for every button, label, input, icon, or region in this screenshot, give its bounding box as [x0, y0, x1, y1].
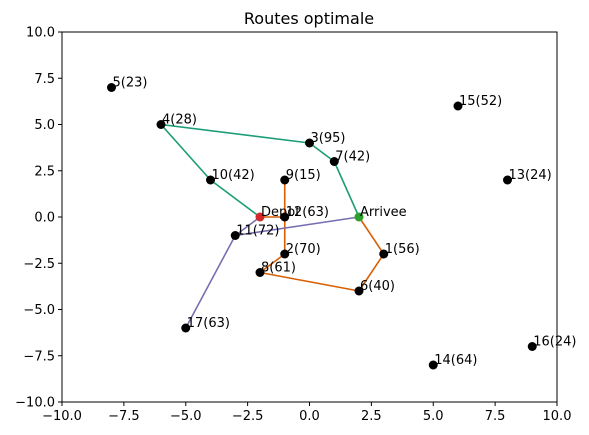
x-tick-label: 0.0 — [299, 409, 320, 424]
point-label: 16(24) — [533, 335, 576, 350]
point-label: 1(56) — [385, 242, 420, 257]
y-tick-label: 5.0 — [34, 118, 55, 133]
point-label: 7(42) — [335, 150, 370, 165]
y-tick-label: −2.5 — [23, 257, 55, 272]
data-point — [181, 323, 191, 333]
x-tick-label: −2.5 — [232, 409, 264, 424]
x-tick-label: 5.0 — [423, 409, 444, 424]
point-label: 14(64) — [434, 353, 477, 368]
y-tick-label: 7.5 — [34, 72, 55, 87]
data-point — [329, 157, 339, 166]
data-point — [280, 212, 290, 222]
x-tick-label: 10.0 — [543, 409, 572, 424]
point-label: 13(24) — [509, 168, 552, 183]
y-tick-label: −7.5 — [23, 349, 55, 364]
y-axis-ticks: −10.0 −7.5 −5.0 −2.5 0.0 2.5 5.0 7.5 10.0 — [15, 26, 62, 411]
y-tick-label: 0.0 — [34, 211, 55, 226]
x-tick-label: −5.0 — [170, 409, 202, 424]
point-label: 6(40) — [360, 279, 395, 294]
data-point — [206, 175, 215, 185]
data-point — [280, 175, 290, 185]
data-point — [503, 175, 512, 185]
y-tick-label: 10.0 — [26, 26, 55, 41]
data-point — [156, 120, 166, 129]
special-points — [255, 212, 364, 222]
x-tick-label: 7.5 — [485, 409, 506, 424]
point-label: 9(15) — [286, 168, 321, 183]
data-point — [107, 83, 116, 92]
y-tick-label: −10.0 — [15, 396, 55, 411]
data-point — [354, 286, 364, 296]
point-label: 2(70) — [286, 242, 321, 257]
y-tick-label: 2.5 — [34, 164, 55, 179]
point-label: 10(42) — [212, 168, 255, 183]
arrival-label: Arrivee — [360, 205, 407, 220]
point-label: 17(63) — [187, 316, 230, 331]
point-labels: 5(23) 4(28) 3(95) 7(42) 15(52) 13(24) 10(42) 9(… — [113, 76, 577, 369]
route-line-1 — [160, 123, 360, 218]
point-label: 11(72) — [236, 224, 279, 239]
arrival-point — [354, 212, 364, 222]
point-label: 8(61) — [261, 261, 296, 276]
depot-label: Depot — [261, 205, 300, 220]
point-label: 5(23) — [113, 76, 148, 91]
data-point — [428, 360, 438, 370]
point-label: 3(95) — [311, 131, 346, 146]
data-point — [230, 231, 240, 240]
depot-point — [255, 212, 265, 222]
x-tick-label: −10.0 — [42, 409, 82, 424]
y-tick-label: −5.0 — [23, 303, 55, 318]
route-line-2 — [259, 179, 385, 292]
data-point — [255, 268, 265, 277]
chart-title: Routes optimale — [244, 9, 374, 28]
x-tick-label: −7.5 — [108, 409, 140, 424]
data-point — [280, 249, 290, 259]
x-tick-label: 2.5 — [361, 409, 382, 424]
data-point — [379, 249, 389, 259]
data-point — [305, 138, 314, 148]
point-label: 15(52) — [459, 94, 502, 109]
data-point — [527, 342, 537, 351]
x-axis-ticks: −10.0 −7.5 −5.0 −2.5 0.0 2.5 5.0 7.5 10.0 — [42, 402, 571, 424]
customer-points — [107, 83, 537, 370]
data-point — [453, 101, 463, 111]
point-label: 4(28) — [162, 113, 197, 128]
point-label: 12(63) — [286, 205, 329, 220]
